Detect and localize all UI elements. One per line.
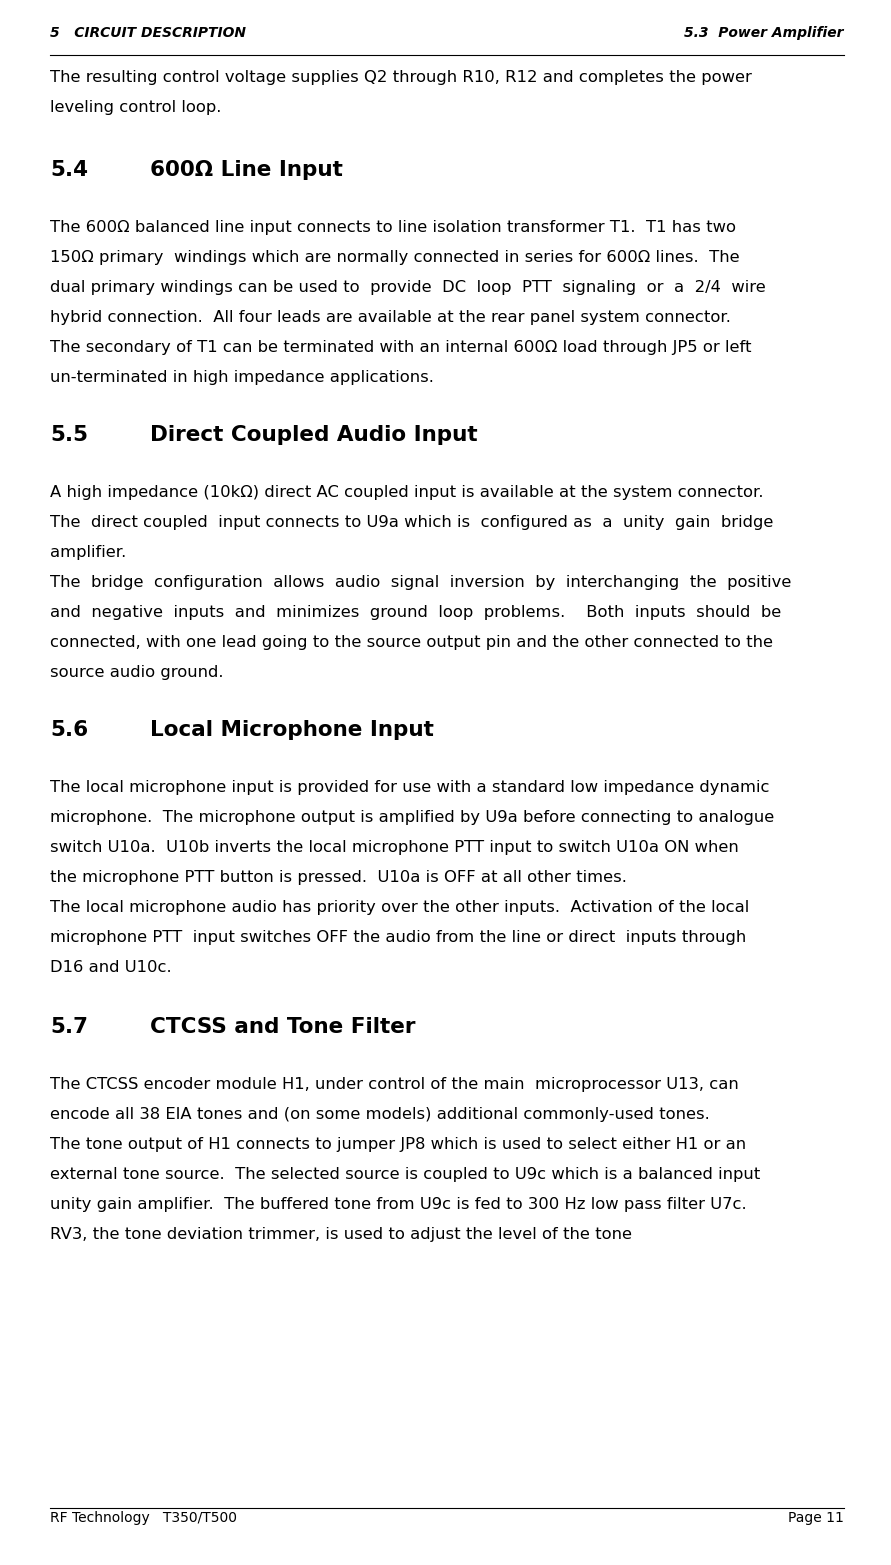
- Text: switch U10a.  U10b inverts the local microphone PTT input to switch U10a ON when: switch U10a. U10b inverts the local micr…: [50, 840, 739, 854]
- Text: RV3, the tone deviation trimmer, is used to adjust the level of the tone: RV3, the tone deviation trimmer, is used…: [50, 1227, 632, 1243]
- Text: CTCSS and Tone Filter: CTCSS and Tone Filter: [150, 1017, 415, 1038]
- Text: encode all 38 EIA tones and (on some models) additional commonly-used tones.: encode all 38 EIA tones and (on some mod…: [50, 1106, 710, 1122]
- Text: 150Ω primary  windings which are normally connected in series for 600Ω lines.  T: 150Ω primary windings which are normally…: [50, 250, 740, 264]
- Text: The 600Ω balanced line input connects to line isolation transformer T1.  T1 has : The 600Ω balanced line input connects to…: [50, 221, 736, 235]
- Text: Page 11: Page 11: [789, 1510, 844, 1524]
- Text: The  bridge  configuration  allows  audio  signal  inversion  by  interchanging : The bridge configuration allows audio si…: [50, 574, 791, 590]
- Text: The resulting control voltage supplies Q2 through R10, R12 and completes the pow: The resulting control voltage supplies Q…: [50, 70, 752, 85]
- Text: The local microphone input is provided for use with a standard low impedance dyn: The local microphone input is provided f…: [50, 779, 770, 795]
- Text: un-terminated in high impedance applications.: un-terminated in high impedance applicat…: [50, 369, 434, 385]
- Text: The local microphone audio has priority over the other inputs.  Activation of th: The local microphone audio has priority …: [50, 900, 749, 916]
- Text: The tone output of H1 connects to jumper JP8 which is used to select either H1 o: The tone output of H1 connects to jumper…: [50, 1138, 746, 1152]
- Text: 600Ω Line Input: 600Ω Line Input: [150, 160, 343, 180]
- Text: and  negative  inputs  and  minimizes  ground  loop  problems.    Both  inputs  : and negative inputs and minimizes ground…: [50, 606, 781, 620]
- Text: 5.4: 5.4: [50, 160, 88, 180]
- Text: source audio ground.: source audio ground.: [50, 665, 224, 681]
- Text: D16 and U10c.: D16 and U10c.: [50, 959, 172, 975]
- Text: amplifier.: amplifier.: [50, 545, 127, 560]
- Text: 5.5: 5.5: [50, 426, 88, 444]
- Text: hybrid connection.  All four leads are available at the rear panel system connec: hybrid connection. All four leads are av…: [50, 310, 731, 326]
- Text: The secondary of T1 can be terminated with an internal 600Ω load through JP5 or : The secondary of T1 can be terminated wi…: [50, 340, 751, 355]
- Text: microphone.  The microphone output is amplified by U9a before connecting to anal: microphone. The microphone output is amp…: [50, 811, 774, 825]
- Text: Local Microphone Input: Local Microphone Input: [150, 720, 434, 740]
- Text: Direct Coupled Audio Input: Direct Coupled Audio Input: [150, 426, 478, 444]
- Text: external tone source.  The selected source is coupled to U9c which is a balanced: external tone source. The selected sourc…: [50, 1167, 760, 1182]
- Text: microphone PTT  input switches OFF the audio from the line or direct  inputs thr: microphone PTT input switches OFF the au…: [50, 930, 747, 945]
- Text: 5.7: 5.7: [50, 1017, 88, 1038]
- Text: A high impedance (10kΩ) direct AC coupled input is available at the system conne: A high impedance (10kΩ) direct AC couple…: [50, 485, 764, 499]
- Text: The CTCSS encoder module H1, under control of the main  microprocessor U13, can: The CTCSS encoder module H1, under contr…: [50, 1077, 739, 1092]
- Text: 5.6: 5.6: [50, 720, 88, 740]
- Text: 5.3  Power Amplifier: 5.3 Power Amplifier: [684, 27, 844, 41]
- Text: dual primary windings can be used to  provide  DC  loop  PTT  signaling  or  a  : dual primary windings can be used to pro…: [50, 280, 765, 294]
- Text: the microphone PTT button is pressed.  U10a is OFF at all other times.: the microphone PTT button is pressed. U1…: [50, 870, 627, 884]
- Text: 5   CIRCUIT DESCRIPTION: 5 CIRCUIT DESCRIPTION: [50, 27, 246, 41]
- Text: connected, with one lead going to the source output pin and the other connected : connected, with one lead going to the so…: [50, 635, 773, 649]
- Text: unity gain amplifier.  The buffered tone from U9c is fed to 300 Hz low pass filt: unity gain amplifier. The buffered tone …: [50, 1197, 747, 1211]
- Text: leveling control loop.: leveling control loop.: [50, 100, 221, 114]
- Text: RF Technology   T350/T500: RF Technology T350/T500: [50, 1510, 237, 1524]
- Text: The  direct coupled  input connects to U9a which is  configured as  a  unity  ga: The direct coupled input connects to U9a…: [50, 515, 773, 531]
